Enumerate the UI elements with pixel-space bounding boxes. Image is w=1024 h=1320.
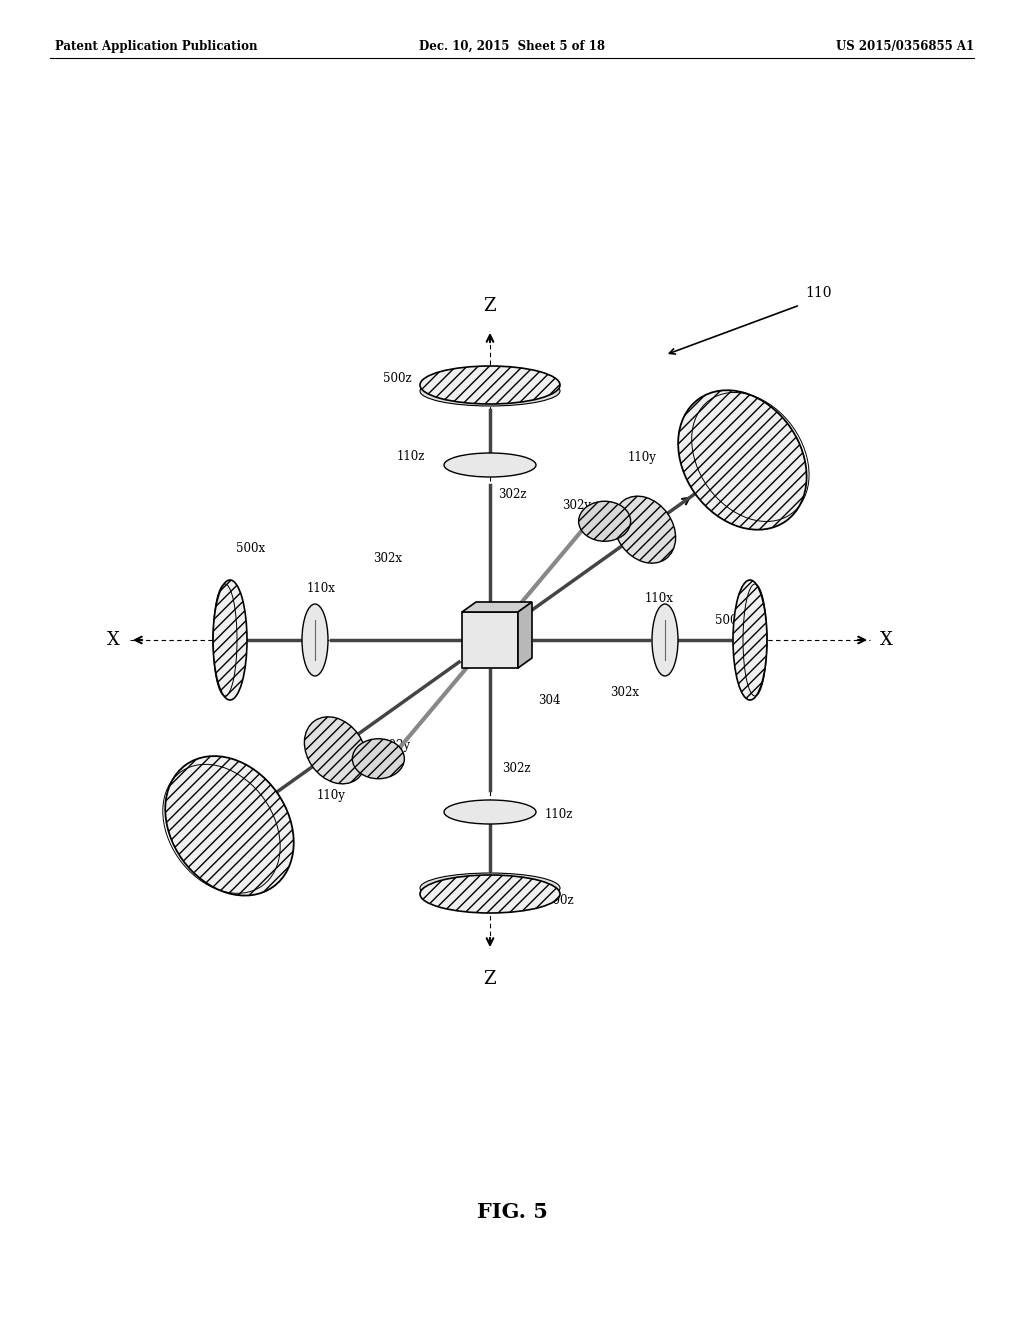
Text: Dec. 10, 2015  Sheet 5 of 18: Dec. 10, 2015 Sheet 5 of 18 bbox=[419, 40, 605, 53]
Text: Patent Application Publication: Patent Application Publication bbox=[55, 40, 257, 53]
Text: 500y: 500y bbox=[710, 395, 739, 408]
Text: Y: Y bbox=[242, 808, 254, 826]
Text: 110y: 110y bbox=[628, 451, 656, 465]
Text: 500y: 500y bbox=[190, 854, 220, 866]
Ellipse shape bbox=[652, 605, 678, 676]
Polygon shape bbox=[518, 602, 532, 668]
Text: 110z: 110z bbox=[396, 450, 425, 463]
Polygon shape bbox=[462, 602, 532, 612]
Text: US 2015/0356855 A1: US 2015/0356855 A1 bbox=[836, 40, 974, 53]
Polygon shape bbox=[462, 612, 518, 668]
Text: X: X bbox=[880, 631, 893, 649]
Text: 110z: 110z bbox=[545, 808, 573, 821]
Text: 302y: 302y bbox=[381, 738, 410, 751]
Text: 302z: 302z bbox=[498, 488, 526, 502]
Text: 500x: 500x bbox=[236, 541, 265, 554]
Ellipse shape bbox=[213, 579, 247, 700]
Ellipse shape bbox=[420, 875, 560, 913]
Text: 302x: 302x bbox=[610, 685, 639, 698]
Text: 500z: 500z bbox=[383, 371, 412, 384]
Ellipse shape bbox=[420, 873, 560, 903]
Text: 110y: 110y bbox=[316, 788, 345, 801]
Ellipse shape bbox=[352, 739, 404, 779]
Ellipse shape bbox=[165, 756, 294, 895]
Ellipse shape bbox=[304, 717, 367, 784]
Text: 110x: 110x bbox=[645, 591, 674, 605]
Ellipse shape bbox=[444, 453, 536, 477]
Ellipse shape bbox=[579, 502, 631, 541]
Ellipse shape bbox=[302, 605, 328, 676]
Ellipse shape bbox=[420, 376, 560, 407]
Text: 302z: 302z bbox=[502, 762, 530, 775]
Text: Y: Y bbox=[701, 473, 714, 490]
Text: 302y: 302y bbox=[562, 499, 591, 512]
Text: 500z: 500z bbox=[545, 894, 573, 907]
Text: 110: 110 bbox=[805, 286, 831, 300]
Text: Z: Z bbox=[483, 297, 497, 315]
Text: 110x: 110x bbox=[306, 582, 335, 594]
Ellipse shape bbox=[420, 366, 560, 404]
Ellipse shape bbox=[613, 496, 676, 564]
Ellipse shape bbox=[678, 391, 807, 529]
Ellipse shape bbox=[444, 800, 536, 824]
Text: X: X bbox=[108, 631, 120, 649]
Text: 500x: 500x bbox=[715, 614, 744, 627]
Text: 302x: 302x bbox=[373, 552, 402, 565]
Ellipse shape bbox=[733, 579, 767, 700]
Text: FIG. 5: FIG. 5 bbox=[476, 1203, 548, 1222]
Text: Z: Z bbox=[483, 970, 497, 987]
Text: 304: 304 bbox=[538, 693, 560, 706]
